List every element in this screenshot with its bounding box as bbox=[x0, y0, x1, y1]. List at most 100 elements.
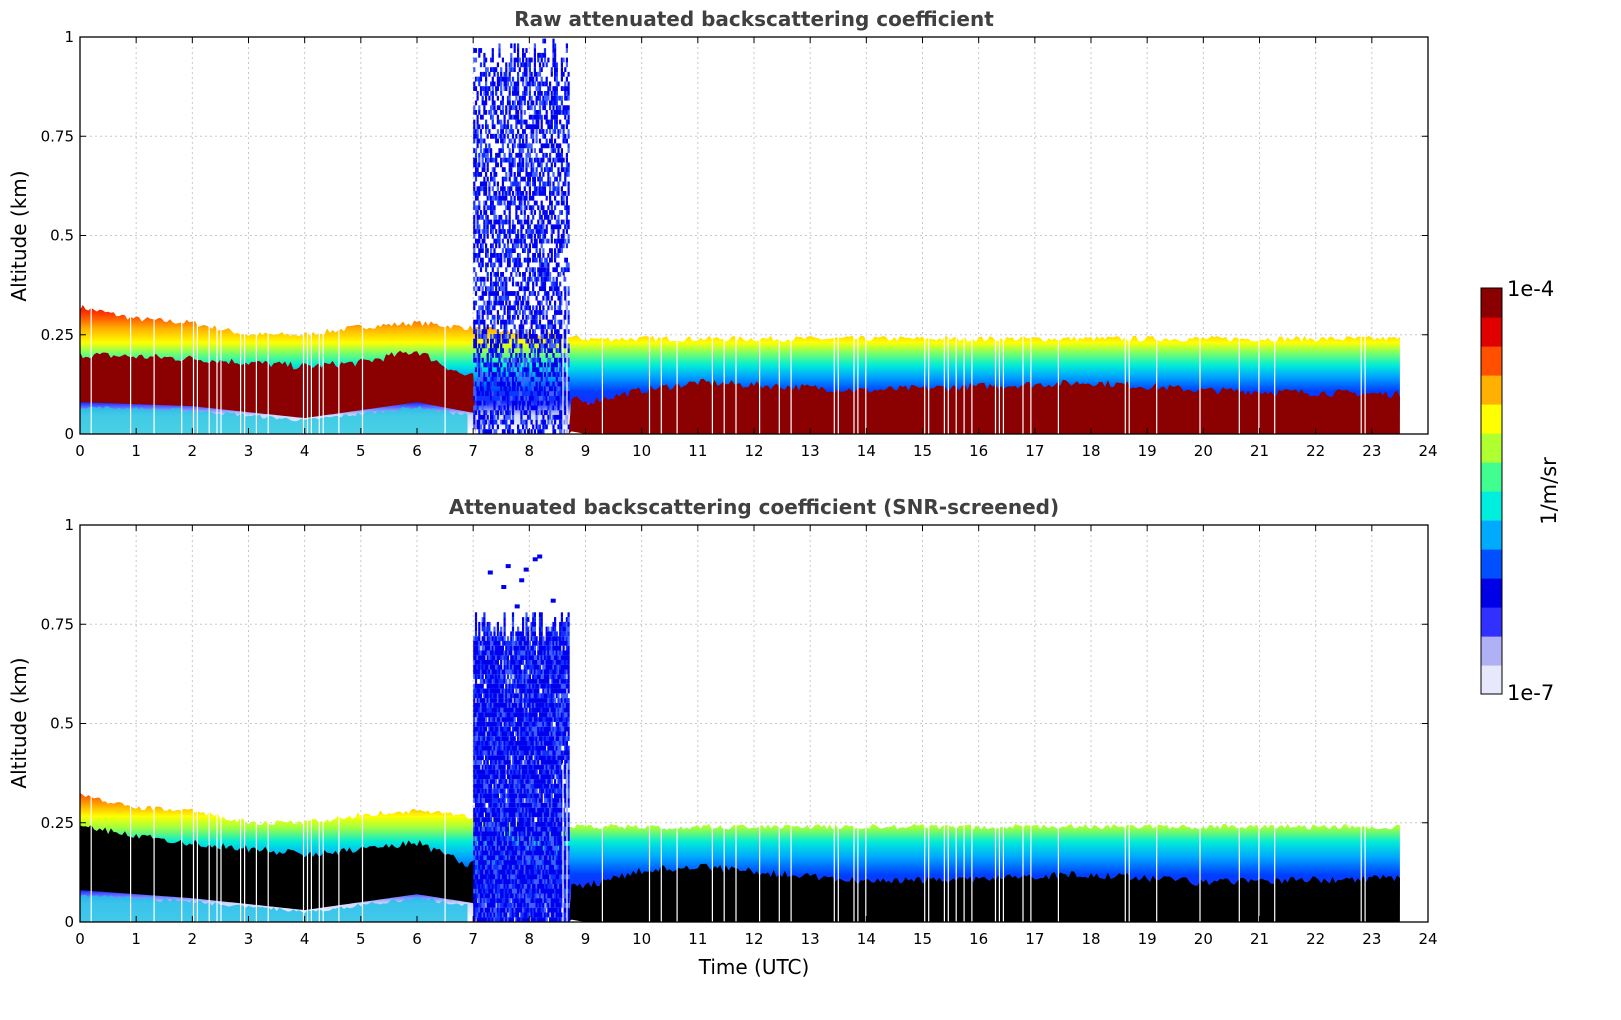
plume-cell bbox=[532, 893, 535, 899]
plume-cell bbox=[527, 314, 530, 320]
plume-cell bbox=[532, 702, 535, 708]
plume-cell bbox=[511, 276, 515, 282]
plume-cell bbox=[498, 338, 501, 344]
plume-cell bbox=[474, 410, 478, 415]
plume-cell bbox=[515, 879, 518, 884]
plume-cell bbox=[550, 167, 553, 172]
plume-cell bbox=[485, 100, 488, 106]
plume-cell bbox=[493, 717, 496, 722]
plume-cell bbox=[528, 291, 531, 296]
plume-cell bbox=[483, 71, 486, 77]
plume-cell bbox=[517, 755, 520, 761]
plume-cell bbox=[523, 67, 526, 72]
plume-cell bbox=[495, 707, 498, 713]
plume-cell bbox=[565, 172, 568, 177]
plume-cell bbox=[527, 248, 530, 253]
plume-cell bbox=[535, 319, 538, 325]
plume-cell bbox=[530, 812, 533, 818]
plume-cell bbox=[500, 917, 503, 922]
plume-cell bbox=[483, 167, 486, 172]
plume-cell bbox=[535, 372, 538, 377]
plume-cell bbox=[503, 907, 506, 913]
plume-cell bbox=[505, 233, 508, 239]
plume-cell bbox=[496, 267, 499, 273]
plume-cell bbox=[549, 119, 552, 125]
plume-cell bbox=[506, 100, 510, 106]
plume-cell bbox=[490, 655, 493, 660]
plume-cell bbox=[501, 138, 504, 144]
plume-cell bbox=[522, 917, 525, 922]
plume-cell bbox=[493, 195, 496, 201]
plume-cell bbox=[503, 124, 506, 130]
plume-cell bbox=[491, 693, 494, 699]
plume-cell bbox=[517, 57, 520, 63]
plume-cell bbox=[511, 726, 515, 732]
plume-cell bbox=[510, 798, 513, 803]
plume-cell bbox=[501, 291, 504, 296]
plume-cell bbox=[523, 912, 526, 918]
plume-cell bbox=[495, 688, 498, 694]
plume-cell bbox=[474, 621, 478, 627]
plume-cell bbox=[513, 798, 516, 803]
plume-cell bbox=[503, 655, 506, 660]
plume-cell bbox=[483, 86, 486, 91]
plume-cell bbox=[505, 424, 508, 430]
plume-cell bbox=[513, 243, 516, 249]
plume-cell bbox=[500, 736, 503, 741]
plume-cell bbox=[532, 395, 535, 401]
plume-cell bbox=[510, 783, 513, 789]
plume-cell bbox=[528, 650, 531, 656]
plume-cell bbox=[481, 329, 484, 334]
plume-cell bbox=[491, 669, 494, 675]
plume-cell bbox=[490, 148, 493, 153]
plume-cell bbox=[533, 176, 536, 182]
plume-cell bbox=[474, 319, 478, 325]
plume-cell bbox=[515, 181, 518, 187]
plume-cell bbox=[527, 798, 530, 803]
plume-cell bbox=[495, 741, 498, 746]
plume-cell bbox=[555, 376, 558, 382]
plume-cell bbox=[520, 636, 523, 641]
plume-cell bbox=[490, 133, 493, 139]
plume-cell bbox=[486, 86, 489, 91]
plume-cell bbox=[523, 802, 526, 808]
plume-cell bbox=[478, 850, 481, 856]
plume-cell bbox=[567, 110, 570, 115]
x-tick-label: 17 bbox=[1025, 442, 1044, 460]
plume-cell bbox=[510, 788, 513, 794]
plume-cell bbox=[483, 693, 486, 699]
plume-cell bbox=[488, 621, 491, 627]
plume-cell bbox=[523, 864, 526, 870]
plume-cell bbox=[481, 334, 484, 339]
plume-cell bbox=[517, 726, 520, 732]
plume-cell bbox=[473, 119, 476, 125]
plume-cell bbox=[476, 745, 479, 751]
plume-cell bbox=[567, 91, 570, 96]
plume-cell bbox=[532, 760, 535, 765]
plume-cell bbox=[520, 907, 523, 913]
plume-cell bbox=[508, 176, 511, 182]
plume-cell bbox=[485, 883, 488, 889]
plume-cell bbox=[537, 783, 540, 789]
plume-cell bbox=[559, 424, 562, 430]
plume-cell bbox=[481, 305, 484, 311]
plume-cell bbox=[503, 822, 506, 827]
plume-cell bbox=[485, 836, 488, 841]
plume-cell bbox=[483, 138, 486, 144]
plume-cell bbox=[562, 181, 565, 187]
panel1-x-ticks: 0 1 2 3 4 5 6 7 8 9 10 11 12 13 14 15 16 17 18 19 20 21 22 23 24 bbox=[75, 37, 1438, 460]
plume-cell bbox=[562, 110, 565, 115]
plume-cell bbox=[522, 191, 525, 196]
plume-cell bbox=[547, 119, 550, 125]
plume-cell bbox=[490, 391, 493, 396]
plume-cell bbox=[500, 200, 503, 206]
plume-cell bbox=[540, 405, 543, 411]
plume-cell bbox=[527, 229, 530, 234]
plume-cell bbox=[511, 764, 515, 770]
plume-cell bbox=[488, 186, 491, 192]
plume-cell bbox=[491, 879, 494, 884]
plume-cell bbox=[527, 162, 530, 168]
plume-cell bbox=[533, 348, 536, 353]
plume-cell bbox=[538, 186, 542, 192]
plume-cell bbox=[500, 836, 503, 841]
